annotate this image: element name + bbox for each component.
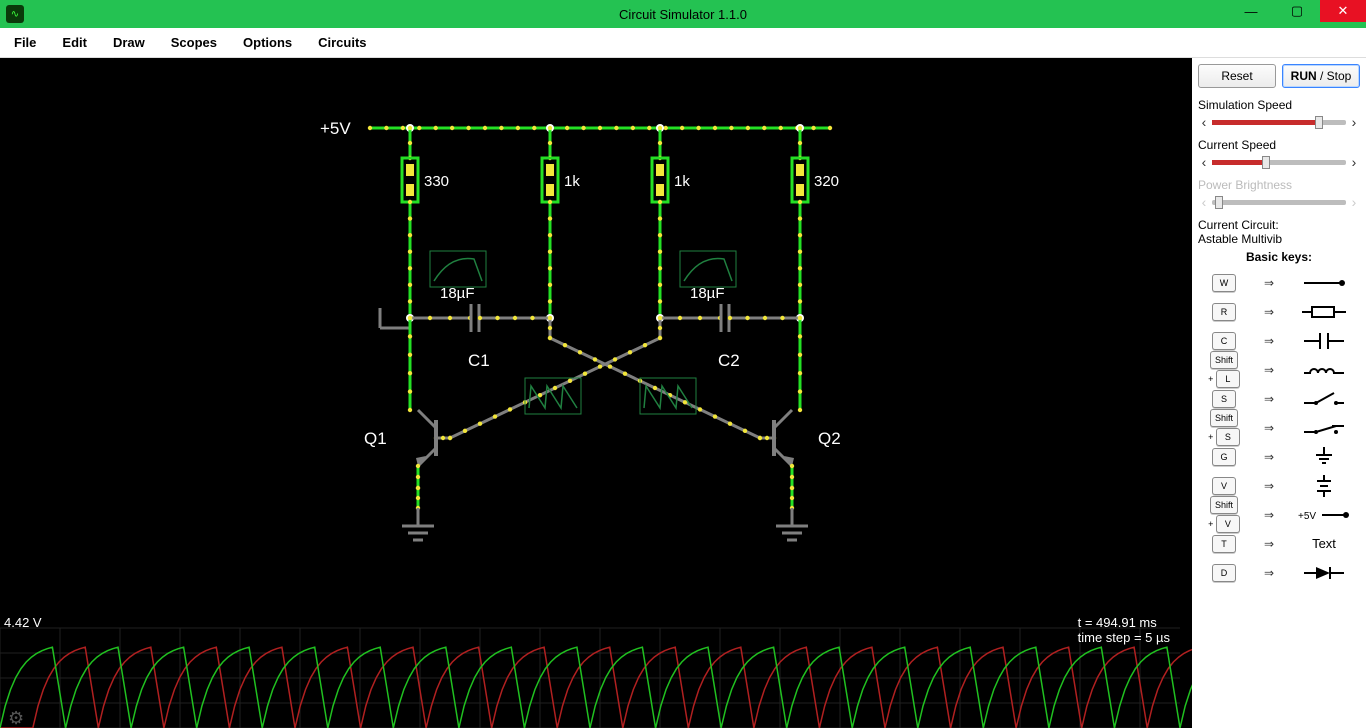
menu-options[interactable]: Options: [243, 35, 292, 50]
key-shortcut: D: [1198, 564, 1250, 582]
window-title: Circuit Simulator 1.1.0: [0, 7, 1366, 22]
arrow-right-icon: ⇒: [1258, 537, 1280, 551]
current-circuit-name: Astable Multivib: [1198, 232, 1360, 246]
arrow-right-icon: ⇒: [1258, 421, 1280, 435]
svg-text:Q1: Q1: [364, 429, 387, 448]
text-icon: Text: [1288, 536, 1360, 551]
chevron-left-icon[interactable]: ‹: [1198, 154, 1210, 170]
arrow-right-icon: ⇒: [1258, 450, 1280, 464]
slider-label: Current Speed: [1198, 138, 1360, 152]
arrow-right-icon: ⇒: [1258, 276, 1280, 290]
arrow-right-icon: ⇒: [1258, 363, 1280, 377]
key-row-ground[interactable]: G⇒: [1198, 442, 1360, 471]
circuit-canvas[interactable]: +5V 330 1k 1k 320 18µF C1 18µF C2 Q1 Q2 ⚙ 4.42 V t …: [0, 58, 1192, 728]
chevron-left-icon: ‹: [1198, 194, 1210, 210]
run-stop-button[interactable]: RUN / Stop: [1282, 64, 1360, 88]
menu-scopes[interactable]: Scopes: [171, 35, 217, 50]
slider-track[interactable]: [1212, 120, 1346, 125]
ground-icon: [1288, 447, 1360, 467]
slider-track: [1212, 200, 1346, 205]
arrow-right-icon: ⇒: [1258, 566, 1280, 580]
svg-text:18µF: 18µF: [690, 285, 725, 302]
menu-bar: File Edit Draw Scopes Options Circuits: [0, 28, 1366, 58]
key-row-text[interactable]: T ⇒ Text: [1198, 529, 1360, 558]
close-button[interactable]: ✕: [1320, 0, 1366, 22]
chevron-left-icon[interactable]: ‹: [1198, 114, 1210, 130]
key-shortcut: G: [1198, 448, 1250, 466]
slider-simulation-speed[interactable]: Simulation Speed ‹ ›: [1198, 98, 1360, 130]
basic-keys-header: Basic keys:: [1198, 250, 1360, 264]
chevron-right-icon[interactable]: ›: [1348, 114, 1360, 130]
svg-text:330: 330: [424, 173, 449, 190]
slider-label: Power Brightness: [1198, 178, 1360, 192]
inductor-icon: [1288, 363, 1360, 377]
voltage-readout: 4.42 V: [4, 615, 42, 630]
arrow-right-icon: ⇒: [1258, 392, 1280, 406]
key-shortcut: Shift + S: [1198, 409, 1250, 446]
resistor-icon: [1288, 305, 1360, 319]
switch-closed-icon: [1288, 420, 1360, 436]
key-shortcut: W: [1198, 274, 1250, 292]
key-row-switch-closed[interactable]: Shift + S⇒: [1198, 413, 1360, 442]
key-shortcut: T: [1198, 535, 1250, 553]
wire-icon: [1288, 276, 1360, 290]
key-shortcut: Shift + V: [1198, 496, 1250, 533]
app-icon: ∿: [6, 5, 24, 23]
workspace: +5V 330 1k 1k 320 18µF C1 18µF C2 Q1 Q2 ⚙ 4.42 V t …: [0, 58, 1366, 728]
key-shortcut: V: [1198, 477, 1250, 495]
capacitor-icon: [1288, 332, 1360, 350]
svg-text:320: 320: [814, 173, 839, 190]
svg-text:+5V: +5V: [320, 119, 351, 138]
slider-track[interactable]: [1212, 160, 1346, 165]
key-row-resistor[interactable]: R⇒: [1198, 297, 1360, 326]
key-row-v5[interactable]: Shift + V⇒+5V: [1198, 500, 1360, 529]
reset-button[interactable]: Reset: [1198, 64, 1276, 88]
menu-circuits[interactable]: Circuits: [318, 35, 366, 50]
maximize-button[interactable]: ▢: [1274, 0, 1320, 22]
arrow-right-icon: ⇒: [1258, 508, 1280, 522]
arrow-right-icon: ⇒: [1258, 334, 1280, 348]
key-row-inductor[interactable]: Shift + L⇒: [1198, 355, 1360, 384]
minimize-button[interactable]: ―: [1228, 0, 1274, 22]
key-shortcut: C: [1198, 332, 1250, 350]
menu-file[interactable]: File: [14, 35, 36, 50]
key-shortcut: Shift + L: [1198, 351, 1250, 388]
sidebar: Reset RUN / Stop Simulation Speed‹›Curre…: [1192, 58, 1366, 728]
menu-draw[interactable]: Draw: [113, 35, 145, 50]
slider-power-brightness: Power Brightness ‹ ›: [1198, 178, 1360, 210]
menu-edit[interactable]: Edit: [62, 35, 87, 50]
title-bar: ∿ Circuit Simulator 1.1.0 ― ▢ ✕: [0, 0, 1366, 28]
v5-icon: +5V: [1288, 508, 1360, 522]
key-shortcut: R: [1198, 303, 1250, 321]
time-readout: t = 494.91 ms: [1078, 615, 1170, 630]
svg-text:1k: 1k: [564, 173, 580, 190]
slider-current-speed[interactable]: Current Speed ‹ ›: [1198, 138, 1360, 170]
arrow-right-icon: ⇒: [1258, 305, 1280, 319]
current-circuit-label: Current Circuit:: [1198, 218, 1360, 232]
svg-text:C1: C1: [468, 351, 490, 370]
svg-text:18µF: 18µF: [440, 285, 475, 302]
key-row-wire[interactable]: W⇒: [1198, 268, 1360, 297]
svg-text:+5V: +5V: [1298, 511, 1316, 522]
svg-text:C2: C2: [718, 351, 740, 370]
diode-icon: [1288, 565, 1360, 581]
slider-label: Simulation Speed: [1198, 98, 1360, 112]
svg-text:⚙: ⚙: [8, 708, 24, 728]
svg-text:Q2: Q2: [818, 429, 841, 448]
switch-open-icon: [1288, 391, 1360, 407]
timestep-readout: time step = 5 µs: [1078, 630, 1170, 645]
arrow-right-icon: ⇒: [1258, 479, 1280, 493]
chevron-right-icon[interactable]: ›: [1348, 154, 1360, 170]
key-shortcut: S: [1198, 390, 1250, 408]
key-row-diode[interactable]: D⇒: [1198, 558, 1360, 587]
vsrc-icon: [1288, 475, 1360, 497]
svg-text:1k: 1k: [674, 173, 690, 190]
chevron-right-icon: ›: [1348, 194, 1360, 210]
window-buttons: ― ▢ ✕: [1228, 0, 1366, 22]
